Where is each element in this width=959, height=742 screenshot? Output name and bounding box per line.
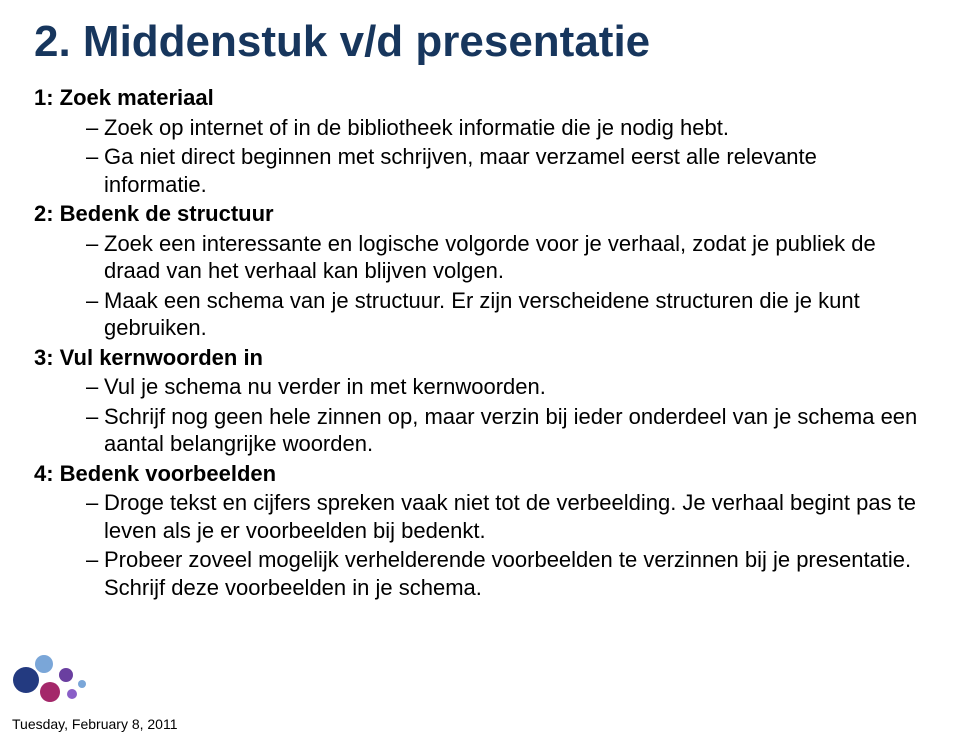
bullet-3-1: – Vul je schema nu verder in met kernwoo… — [34, 373, 925, 401]
bullet-2-2: – Maak een schema van je structuur. Er z… — [34, 287, 925, 342]
bullet-text: Ga niet direct beginnen met schrijven, m… — [104, 143, 925, 198]
logo-circle — [13, 667, 39, 693]
logo-circle — [59, 668, 73, 682]
dash-icon: – — [86, 143, 104, 171]
section-4-label: 4: Bedenk voorbeelden — [34, 460, 925, 488]
logo-circle — [78, 680, 86, 688]
dash-icon: – — [86, 373, 104, 401]
dash-icon: – — [86, 287, 104, 315]
slide: 2. Middenstuk v/d presentatie 1: Zoek ma… — [0, 0, 959, 742]
dash-icon: – — [86, 403, 104, 431]
bullet-3-2: – Schrijf nog geen hele zinnen op, maar … — [34, 403, 925, 458]
section-1-label: 1: Zoek materiaal — [34, 84, 925, 112]
section-2-label: 2: Bedenk de structuur — [34, 200, 925, 228]
bullet-text: Droge tekst en cijfers spreken vaak niet… — [104, 489, 925, 544]
logo-circle — [40, 682, 60, 702]
bullet-text: Schrijf nog geen hele zinnen op, maar ve… — [104, 403, 925, 458]
slide-title: 2. Middenstuk v/d presentatie — [34, 18, 925, 66]
bullet-text: Probeer zoveel mogelijk verhelderende vo… — [104, 546, 925, 601]
dash-icon: – — [86, 114, 104, 142]
brand-logo-icon — [8, 644, 94, 708]
bullet-1-2: – Ga niet direct beginnen met schrijven,… — [34, 143, 925, 198]
bullet-1-1: – Zoek op internet of in de bibliotheek … — [34, 114, 925, 142]
bullet-text: Zoek een interessante en logische volgor… — [104, 230, 925, 285]
section-3-label: 3: Vul kernwoorden in — [34, 344, 925, 372]
bullet-text: Zoek op internet of in de bibliotheek in… — [104, 114, 729, 142]
footer-date: Tuesday, February 8, 2011 — [12, 716, 178, 732]
bullet-text: Maak een schema van je structuur. Er zij… — [104, 287, 925, 342]
logo-circle — [35, 655, 53, 673]
bullet-4-2: – Probeer zoveel mogelijk verhelderende … — [34, 546, 925, 601]
logo-circle — [67, 689, 77, 699]
bullet-2-1: – Zoek een interessante en logische volg… — [34, 230, 925, 285]
dash-icon: – — [86, 546, 104, 574]
bullet-text: Vul je schema nu verder in met kernwoord… — [104, 373, 546, 401]
dash-icon: – — [86, 489, 104, 517]
bullet-4-1: – Droge tekst en cijfers spreken vaak ni… — [34, 489, 925, 544]
dash-icon: – — [86, 230, 104, 258]
